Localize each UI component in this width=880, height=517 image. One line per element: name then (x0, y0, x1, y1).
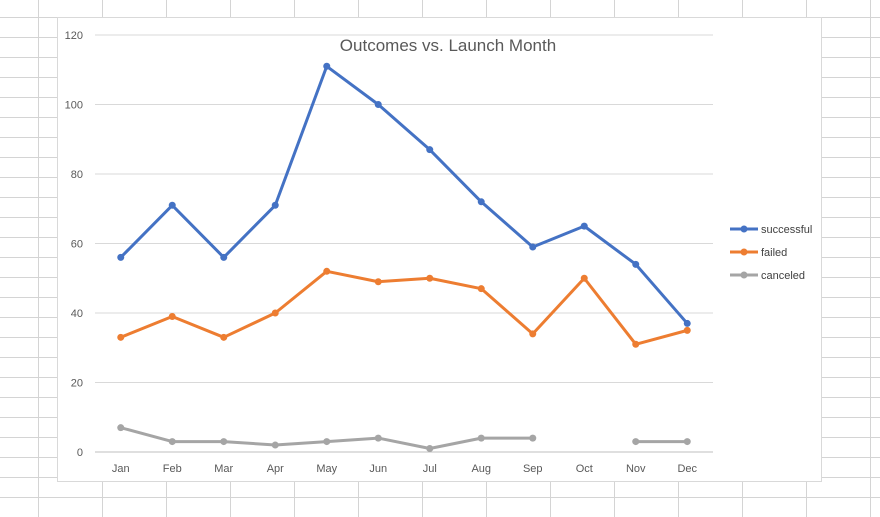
data-point-canceled (632, 438, 640, 446)
series-failed (117, 267, 691, 348)
chart-title: Outcomes vs. Launch Month (340, 36, 556, 55)
y-tick-label: 80 (71, 169, 83, 181)
data-point-successful (426, 146, 434, 154)
x-tick-label: Feb (163, 463, 182, 475)
data-point-canceled (168, 438, 176, 446)
data-point-successful (220, 253, 228, 261)
data-point-successful (168, 201, 176, 209)
line-chart: Outcomes vs. Launch Month 0 20 40 60 80 100 12… (65, 30, 813, 475)
data-point-successful (374, 101, 382, 108)
chart-area: Outcomes vs. Launch Month 0 20 40 60 80 100 12… (57, 17, 822, 482)
series-successful (117, 62, 691, 327)
x-tick-label: Aug (471, 463, 491, 475)
x-tick-label: Nov (626, 463, 646, 475)
data-point-failed (374, 278, 382, 286)
data-point-successful (117, 253, 125, 261)
data-point-failed (168, 312, 176, 320)
y-tick-label: 20 (71, 378, 83, 390)
data-point-failed (426, 274, 434, 282)
legend-item-successful: successful (730, 224, 812, 236)
data-point-canceled (426, 445, 434, 453)
legend: successful failed canceled (730, 224, 812, 282)
data-point-successful (323, 62, 331, 70)
data-point-failed (477, 285, 485, 293)
legend-label: failed (761, 247, 787, 259)
x-tick-label: Jun (369, 463, 387, 475)
data-point-failed (271, 309, 279, 317)
x-tick-label: Dec (677, 463, 697, 475)
legend-label: successful (761, 224, 812, 236)
data-point-successful (271, 201, 279, 209)
data-point-successful (632, 260, 640, 268)
series-layer (117, 62, 691, 453)
data-point-failed (529, 330, 537, 338)
x-tick-label: Mar (214, 463, 233, 475)
data-point-canceled (374, 434, 382, 442)
y-tick-label: 40 (71, 308, 83, 320)
data-point-failed (117, 333, 125, 341)
y-tick-label: 60 (71, 239, 83, 251)
data-point-canceled (529, 434, 537, 442)
data-point-canceled (220, 438, 228, 446)
data-point-failed (632, 340, 640, 348)
data-point-successful (683, 319, 691, 327)
series-line-failed (119, 269, 689, 346)
x-tick-label: Jan (112, 463, 130, 475)
x-tick-label: Sep (523, 463, 543, 475)
gridlines (95, 34, 713, 453)
y-tick-label: 100 (65, 100, 83, 112)
legend-label: canceled (761, 270, 805, 282)
legend-marker-icon (740, 271, 748, 279)
x-axis-ticks: Jan Feb Mar Apr May Jun Jul Aug Sep Oct Nov Dec (112, 463, 698, 475)
data-point-canceled (323, 438, 331, 446)
legend-item-failed: failed (730, 247, 787, 259)
data-point-canceled (271, 441, 279, 449)
data-point-canceled (477, 434, 485, 442)
data-point-successful (529, 243, 537, 251)
legend-marker-icon (740, 225, 748, 233)
data-point-canceled (117, 424, 125, 432)
data-point-successful (580, 222, 588, 230)
x-tick-label: Oct (576, 463, 593, 475)
data-point-failed (323, 267, 331, 275)
series-canceled (117, 424, 691, 453)
data-point-failed (220, 333, 228, 341)
series-line-successful (119, 64, 689, 325)
legend-marker-icon (740, 248, 748, 256)
legend-item-canceled: canceled (730, 270, 805, 282)
data-point-canceled (683, 438, 691, 446)
x-tick-label: May (316, 463, 337, 475)
data-point-failed (580, 274, 588, 282)
x-tick-label: Apr (267, 463, 284, 475)
y-axis-ticks: 0 20 40 60 80 100 120 (65, 30, 83, 459)
data-point-failed (683, 326, 691, 334)
x-tick-label: Jul (423, 463, 437, 475)
y-tick-label: 120 (65, 30, 83, 42)
y-tick-label: 0 (77, 447, 83, 459)
data-point-successful (477, 198, 485, 206)
